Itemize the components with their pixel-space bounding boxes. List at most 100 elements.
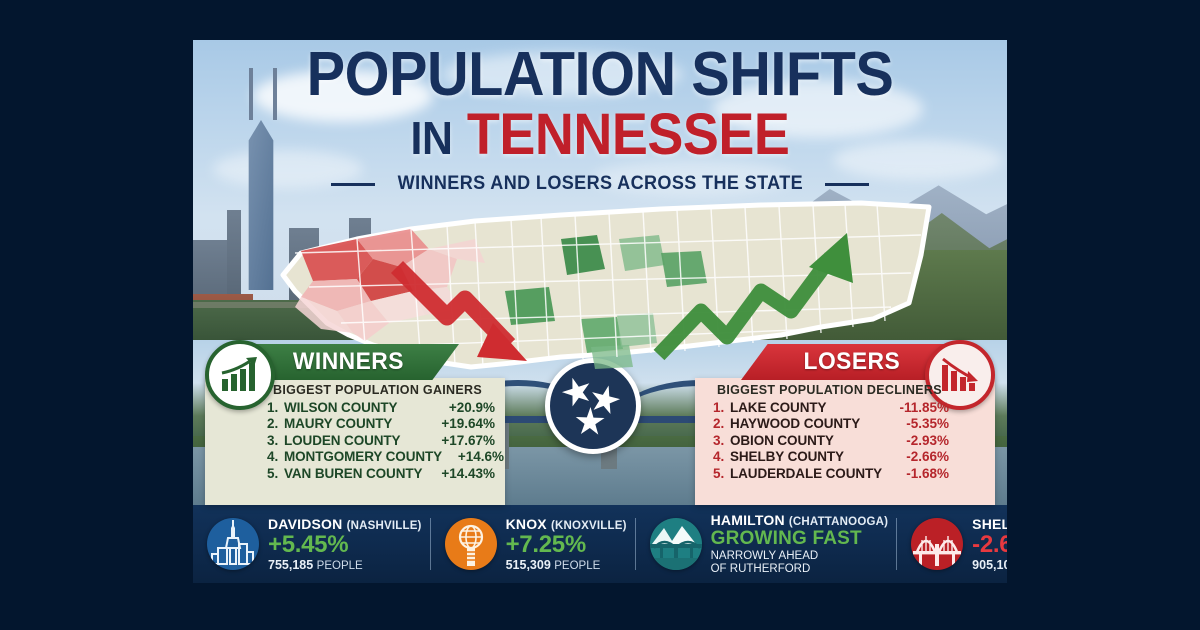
rising-bar-chart-icon [205,340,275,410]
metro-card-population: 905,104 PEOPLE [972,558,1007,572]
subtitle: WINNERS AND LOSERS ACROSS THE STATE [397,173,803,194]
county-name: OBION COUNTY [730,432,834,448]
cloud-icon [593,160,793,196]
rank: 5. [267,465,279,481]
card-divider [634,518,636,570]
title-block: POPULATION SHIFTS IN TENNESSEE WINNERS A… [193,40,1007,195]
rank: 1. [713,400,725,415]
metro-card-status: GROWING FAST [710,527,862,549]
cloud-icon [443,52,683,96]
winners-heading: WINNERS [292,348,404,375]
star-icon [574,406,605,437]
county-value: +19.64% [441,416,495,432]
metro-card-body: HAMILTON (CHATTANOOGA) GROWING FAST NARR… [711,512,889,577]
county-value: +17.67% [441,432,495,448]
county-name: LAKE COUNTY [730,400,827,415]
cloud-icon [253,70,433,122]
metro-card-title: KNOX (KNOXVILLE) [506,516,627,532]
losers-panel: LOSERS BIGGEST POPULATION DECLINERS 1. L… [695,340,995,505]
list-item: 2. MAURY COUNTY +19.64% [267,416,495,432]
county-name: LOUDEN COUNTY [284,432,401,448]
city-name: (NASHVILLE) [346,520,422,532]
county-name: SHELBY [972,516,1007,532]
metro-card-title: HAMILTON (CHATTANOOGA) [711,512,889,528]
nashville-skyline-icon [207,518,259,570]
metro-card-body: DAVIDSON (NASHVILLE) +5.45% 755,185 PEOP… [268,516,422,572]
list-item: 3. OBION COUNTY -2.93% [713,433,949,449]
population-label: PEOPLE [316,560,363,572]
population-value: 755,185 [268,558,314,572]
county-name: MAURY COUNTY [284,416,393,432]
metro-card-title: DAVIDSON (NASHVILLE) [268,516,422,532]
city-name: (KNOXVILLE) [550,520,627,532]
cloud-icon [213,150,363,188]
rank: 4. [267,449,279,465]
subtitle-row: WINNERS AND LOSERS ACROSS THE STATE [193,173,1007,195]
winners-list: 1. WILSON COUNTY +20.9% 2. MAURY COUNTY … [267,400,504,482]
card-divider [896,518,898,570]
list-item: 1. WILSON COUNTY +20.9% [267,400,495,416]
list-item: 4. SHELBY COUNTY -2.66% [713,449,949,465]
bridge-truss [433,380,603,426]
tristar-emblem-icon [545,358,641,454]
county-value: +14.6% [457,449,505,465]
county-value: +14.43% [441,465,495,481]
county-name: MONTGOMERY COUNTY [284,449,443,465]
county-value: -1.68% [906,465,949,481]
metro-card-davidson: DAVIDSON (NASHVILLE) +5.45% 755,185 PEOP… [193,512,430,576]
title-line-2: IN TENNESSEE [221,104,978,169]
county-name: LAUDERDALE COUNTY [730,465,883,481]
county-value: -2.93% [906,432,949,448]
county-name: WILSON COUNTY [284,400,398,415]
metro-card-population: 755,185 PEOPLE [268,558,422,572]
rank: 4. [713,449,725,465]
rank: 1. [267,400,279,415]
subtitle-rule-left [330,182,375,186]
county-name: KNOX [505,516,547,532]
rank: 5. [713,465,725,481]
county-value: -11.85% [899,400,949,415]
metro-card-percent: +7.25% [505,531,587,558]
rank: 2. [713,416,725,432]
metro-card-hamilton: HAMILTON (CHATTANOOGA) GROWING FAST NARR… [636,512,897,576]
metro-card-percent: +5.45% [268,531,349,558]
metro-card-percent: -2.66% [972,531,1007,558]
chattanooga-bridge-mountains-icon [649,518,702,570]
metro-card-note: NARROWLY AHEAD OF RUTHERFORD [711,550,889,577]
star-icon [587,382,623,418]
list-item: 5. VAN BUREN COUNTY +14.43% [267,466,495,482]
metro-stats-bar: DAVIDSON (NASHVILLE) +5.45% 755,185 PEOP… [193,505,1007,583]
county-name: HAYWOOD COUNTY [730,416,861,432]
county-name: SHELBY COUNTY [730,449,844,465]
county-name: HAMILTON [710,511,785,528]
rank: 3. [267,432,279,448]
title-in-word: IN [410,112,453,164]
winners-subheading: BIGGEST POPULATION GAINERS [273,383,482,397]
metro-card-shelby: SHELBY (MEMPHIS) -2.66% 905,104 PEOPLE [897,512,1007,576]
metro-card-knox: KNOX (KNOXVILLE) +7.25% 515,309 PEOPLE [431,512,635,576]
losers-heading: LOSERS [803,348,901,375]
note-line-2: OF RUTHERFORD [710,563,811,575]
subtitle-rule-right [825,182,870,186]
title-line-1: POPULATION SHIFTS [306,40,894,109]
population-value: 515,309 [505,558,551,572]
cloud-icon [713,80,923,138]
tennessee-map [261,195,941,380]
list-item: 5. LAUDERDALE COUNTY -1.68% [713,466,949,482]
down-arrow-icon [390,260,527,361]
county-value: +20.9% [448,400,495,415]
cloud-icon [833,140,1003,180]
list-item: 2. HAYWOOD COUNTY -5.35% [713,416,949,432]
winners-panel: WINNERS BIGGEST POPULATION GAINERS 1. WI… [205,340,505,505]
memphis-bridge-icon [911,518,964,570]
list-item: 3. LOUDEN COUNTY +17.67% [267,433,495,449]
county-name: VAN BUREN COUNTY [284,465,423,481]
metro-card-body: SHELBY (MEMPHIS) -2.66% 905,104 PEOPLE [972,516,1007,572]
list-item: 1. LAKE COUNTY -11.85% [713,400,949,416]
tennessee-map-svg [280,200,932,370]
county-value: -5.35% [906,416,949,432]
infographic-card: POPULATION SHIFTS IN TENNESSEE WINNERS A… [193,40,1007,583]
metro-card-title: SHELBY (MEMPHIS) [972,516,1007,532]
county-name: DAVIDSON [268,516,343,532]
rank: 2. [267,416,279,432]
